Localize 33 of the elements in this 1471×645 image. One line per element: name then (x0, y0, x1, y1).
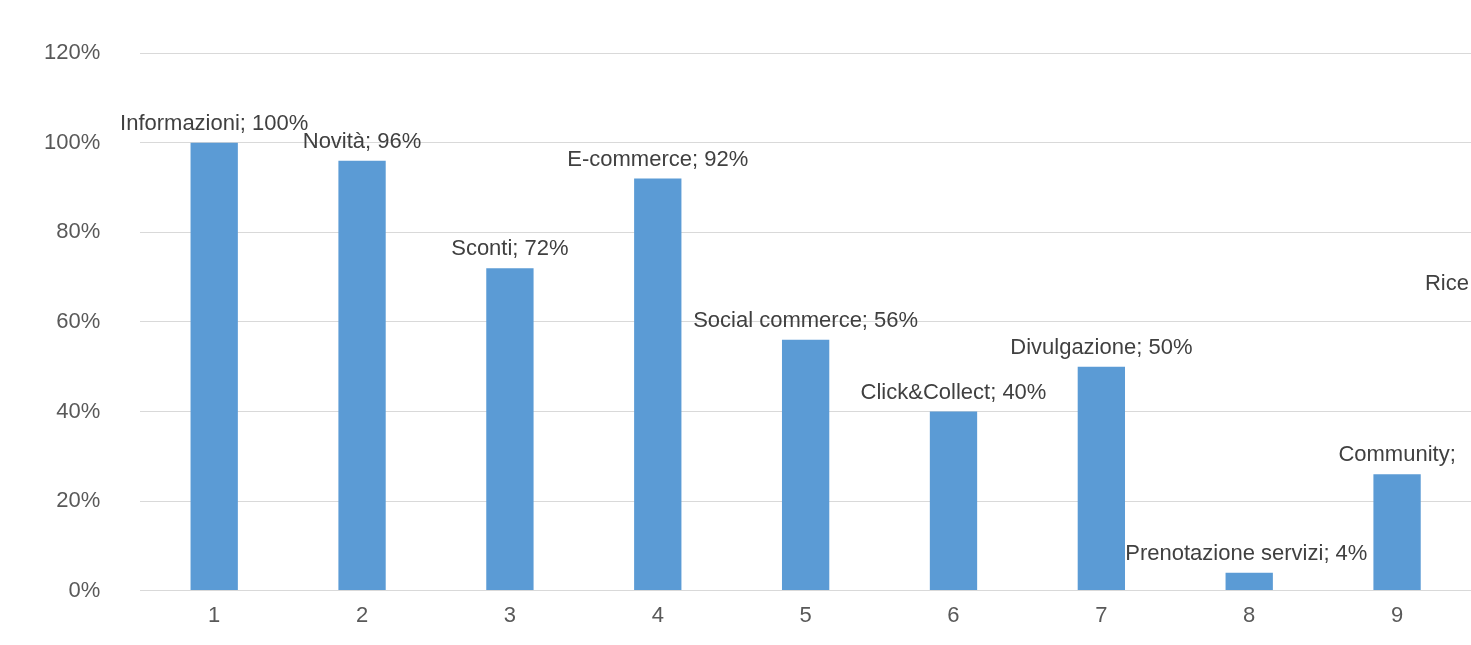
bar (338, 160, 386, 591)
bar (929, 411, 978, 591)
data-label: Divulgazione; 50% (1010, 333, 1193, 359)
data-label: Sconti; 72% (451, 235, 569, 261)
data-label: Prenotazione servizi; 4% (1125, 539, 1368, 565)
data-label: Community; (1338, 441, 1456, 467)
bar (1225, 572, 1273, 591)
bar (634, 178, 682, 591)
y-tick-label: 80% (56, 218, 101, 244)
y-tick-label: 60% (56, 307, 101, 333)
y-tick-label: 20% (56, 487, 101, 513)
x-tick-label: 9 (1390, 601, 1404, 627)
bar (1077, 366, 1126, 591)
data-label: E-commerce; 92% (567, 145, 749, 171)
bar (486, 268, 534, 591)
x-tick-label: 1 (208, 601, 221, 627)
y-tick-label: 0% (68, 576, 101, 602)
x-tick-label: 7 (1095, 601, 1108, 627)
data-label: Social commerce; 56% (693, 306, 919, 332)
x-tick-label: 5 (799, 601, 812, 627)
y-tick-label: 40% (56, 397, 101, 423)
bar (781, 339, 830, 591)
bar (1373, 474, 1421, 591)
x-tick-label: 6 (947, 601, 960, 627)
annotation: Rice (1424, 270, 1469, 296)
x-tick-label: 8 (1243, 601, 1256, 627)
x-tick-label: 3 (503, 601, 517, 627)
bar (190, 142, 238, 591)
x-tick-label: 2 (355, 601, 369, 627)
y-tick-label: 100% (43, 128, 101, 154)
data-label: Click&Collect; 40% (860, 378, 1047, 404)
x-tick-label: 4 (651, 601, 664, 627)
y-tick-label: 120% (43, 39, 101, 65)
